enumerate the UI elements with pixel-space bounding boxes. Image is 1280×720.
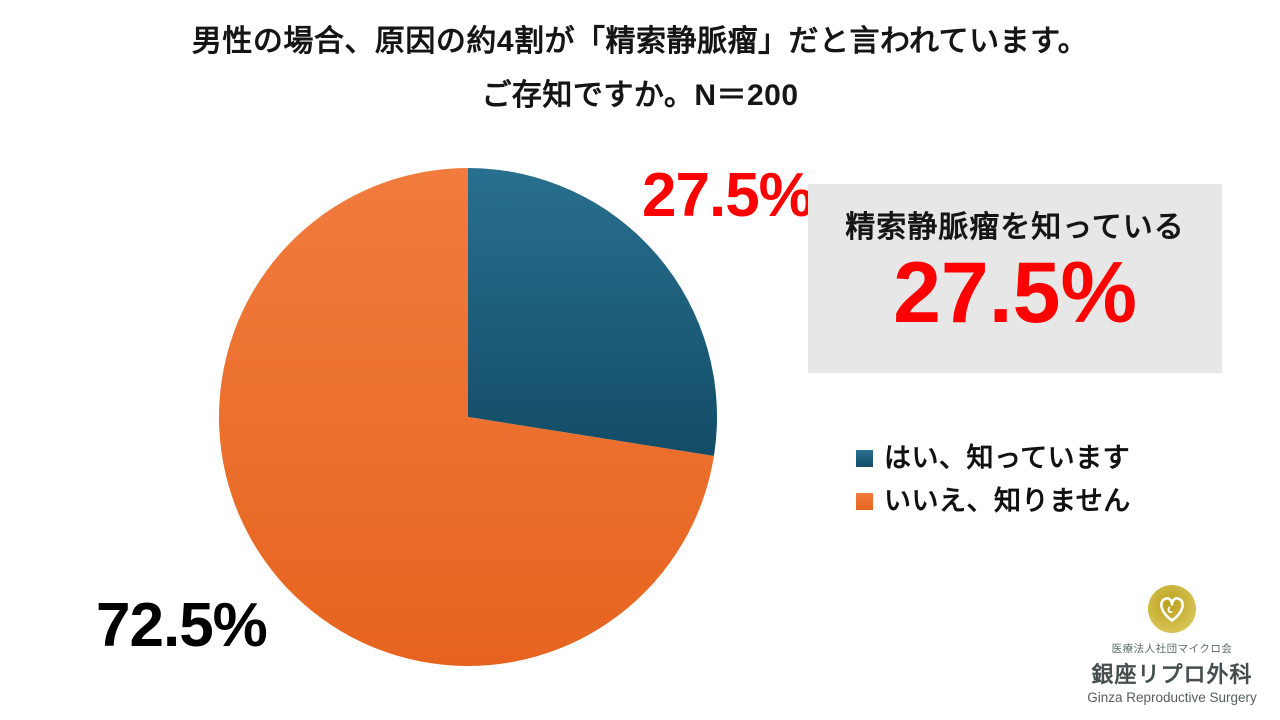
pie-chart-container bbox=[218, 167, 717, 666]
clinic-org-name-en: Ginza Reproductive Surgery bbox=[1087, 690, 1257, 705]
legend-swatch-yes bbox=[856, 449, 873, 467]
legend-item-no: いいえ、知りません bbox=[856, 485, 1131, 517]
heart-monogram-icon bbox=[1160, 597, 1184, 622]
pie-data-label-no: 72.5% bbox=[96, 591, 268, 660]
clinic-org-small: 医療法人社団マイクロ会 bbox=[1111, 643, 1233, 655]
legend-swatch-no bbox=[856, 493, 873, 511]
legend-label-yes: はい、知っています bbox=[884, 443, 1131, 473]
legend-label-no: いいえ、知りません bbox=[884, 486, 1131, 517]
slide-title-line2: ご存知ですか。N＝200 bbox=[481, 79, 799, 112]
callout-value: 27.5% bbox=[893, 245, 1137, 341]
pie-data-label-yes: 27.5% bbox=[642, 161, 814, 230]
slide-title-line1: 男性の場合、原因の約4割が「精索静脈瘤」だと言われています。 bbox=[191, 25, 1089, 58]
pie-slice-1 bbox=[218, 167, 714, 666]
clinic-logo: 医療法人社団マイクロ会 銀座リプロ外科 Ginza Reproductive S… bbox=[1080, 584, 1264, 705]
legend-item-yes: はい、知っています bbox=[856, 442, 1131, 474]
pie-chart bbox=[218, 167, 717, 666]
pie-slice-0 bbox=[468, 168, 717, 456]
clinic-org-name: 銀座リプロ外科 bbox=[1091, 662, 1253, 687]
clinic-logo-badge-icon bbox=[1148, 585, 1196, 633]
chart-legend: はい、知っています いいえ、知りません bbox=[856, 442, 1131, 529]
callout-label: 精索静脈瘤を知っている bbox=[845, 211, 1185, 244]
callout-box: 精索静脈瘤を知っている 27.5% bbox=[808, 184, 1222, 373]
